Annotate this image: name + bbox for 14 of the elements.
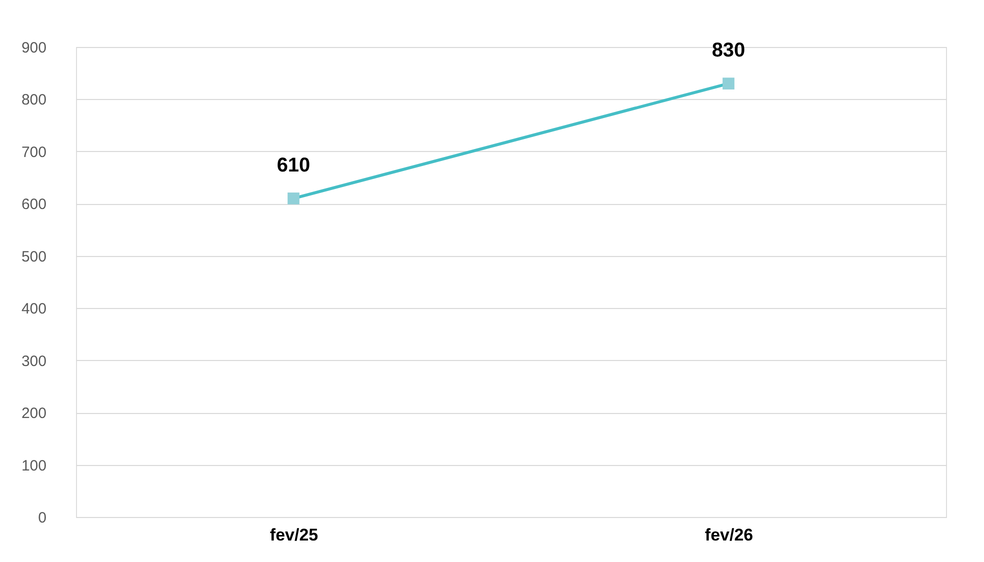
y-tick-label: 200	[21, 405, 46, 422]
data-label: 610	[276, 154, 310, 176]
y-tick-label: 900	[21, 40, 46, 56]
y-tick-label: 800	[21, 92, 46, 109]
y-tick-label: 300	[21, 352, 46, 370]
y-tick-label: 0	[38, 510, 46, 526]
x-tick-label: fev/25	[270, 526, 318, 544]
data-label: 830	[712, 40, 746, 62]
y-tick-label: 100	[21, 457, 46, 474]
x-tick-label: fev/26	[704, 526, 754, 544]
y-tick-label: 500	[21, 248, 46, 266]
y-tick-label: 700	[21, 144, 46, 161]
y-tick-label: 400	[21, 300, 46, 318]
y-tick-label: 600	[21, 196, 46, 214]
